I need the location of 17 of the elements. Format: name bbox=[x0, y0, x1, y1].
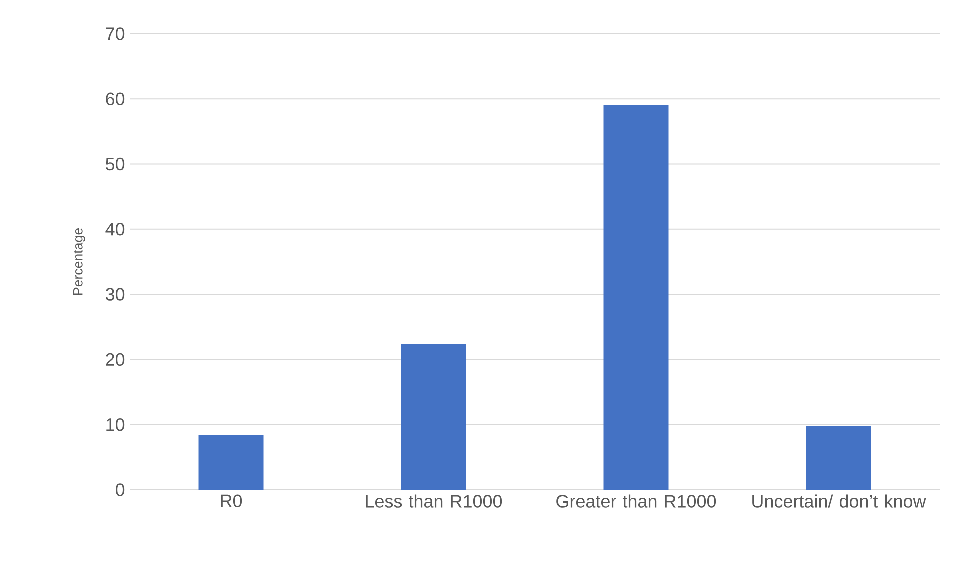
y-tick-label: 70 bbox=[106, 28, 125, 40]
bar bbox=[806, 426, 872, 490]
x-tick-label: Greater than R1000 bbox=[556, 494, 716, 508]
y-tick-label: 60 bbox=[106, 92, 125, 106]
x-tick-label: R0 bbox=[221, 494, 242, 508]
y-tick-label: 10 bbox=[106, 418, 125, 432]
y-tick-label: 50 bbox=[106, 158, 125, 171]
bar bbox=[604, 104, 669, 490]
y-tick-label: 20 bbox=[106, 353, 125, 366]
y-tick-label: 0 bbox=[116, 484, 125, 496]
bar bbox=[198, 435, 264, 490]
y-tick-label: 30 bbox=[106, 288, 125, 301]
x-tick-label: Uncertain/ don’t know bbox=[752, 494, 926, 508]
x-tick-label: Less than R1000 bbox=[366, 494, 502, 508]
y-axis-title: Percentage bbox=[74, 228, 86, 295]
y-tick-label: 40 bbox=[106, 223, 125, 236]
bar bbox=[401, 344, 466, 490]
